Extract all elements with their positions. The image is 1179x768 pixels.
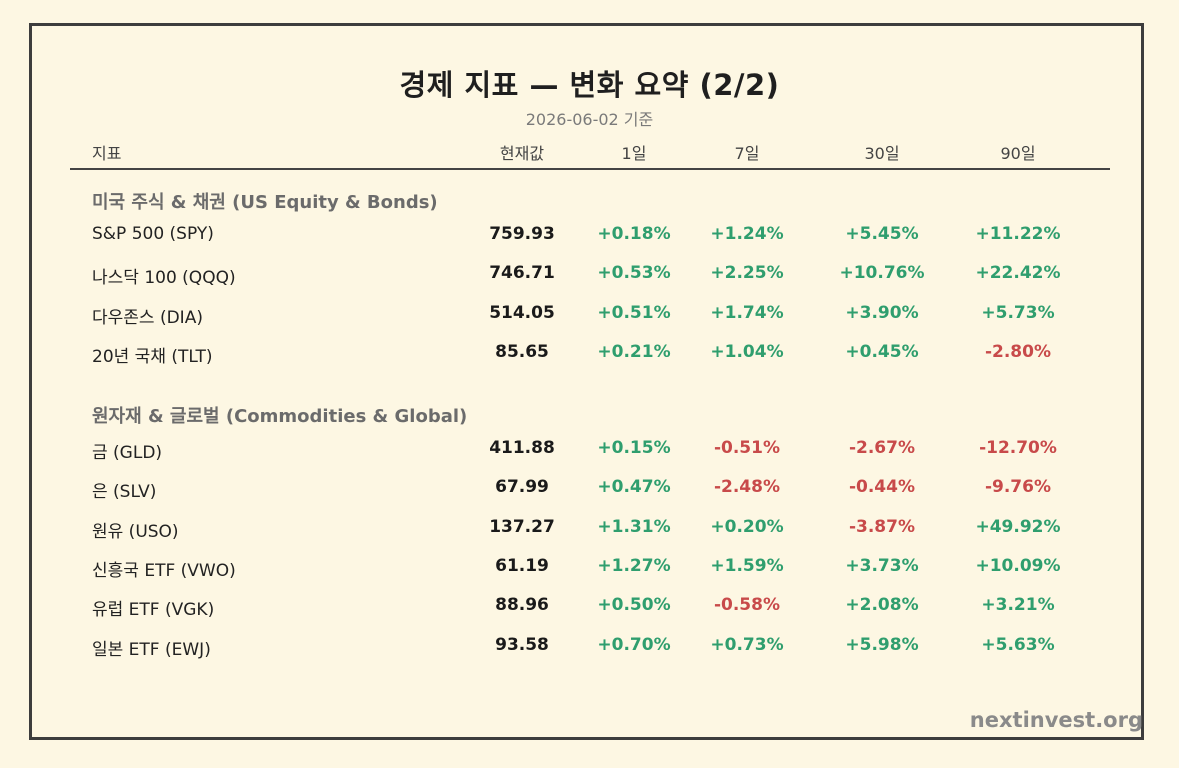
indicator-name: 유럽 ETF (VGK) (92, 600, 215, 621)
current-value: 61.19 (495, 555, 549, 576)
change-7d: +2.25% (710, 263, 784, 284)
change-30d: +2.08% (845, 595, 919, 616)
current-value: 411.88 (489, 438, 555, 458)
table-row: 일본 ETF (EWJ) 93.58 +0.70% +0.73% +5.98% +5.63… (0, 631, 1179, 661)
change-90d: +10.09% (975, 555, 1061, 576)
table-row: 신흥국 ETF (VWO) 61.19 +1.27% +1.59% +3.73% +10.… (0, 552, 1179, 582)
current-value: 137.27 (489, 516, 555, 537)
change-30d: -0.44% (848, 477, 916, 498)
change-1d: +0.47% (597, 477, 671, 498)
indicator-name: 다우존스 (DIA) (92, 307, 203, 328)
change-30d: +5.98% (845, 634, 919, 655)
indicator-name: 원유 (USO) (92, 521, 179, 542)
change-1d: +0.21% (597, 341, 671, 362)
page-title: 경제 지표 — 변화 요약 (2/2) (399, 68, 780, 102)
change-7d: +1.24% (710, 224, 784, 244)
current-value: 93.58 (495, 634, 549, 655)
current-value: 67.99 (495, 477, 549, 498)
indicator-name: 일본 ETF (EWJ) (92, 639, 211, 660)
change-90d: +5.73% (981, 302, 1055, 323)
change-7d: -0.51% (713, 438, 781, 458)
change-7d: +0.73% (710, 634, 784, 655)
change-1d: +1.31% (597, 516, 671, 537)
change-7d: +1.74% (710, 302, 784, 323)
change-1d: +0.18% (597, 224, 671, 244)
card-frame (29, 23, 1144, 740)
column-header-current: 현재값 (499, 144, 545, 163)
change-30d: +3.73% (845, 555, 919, 576)
page-subtitle: 2026-06-02 기준 (525, 110, 654, 129)
change-90d: +22.42% (975, 263, 1061, 284)
change-30d: -3.87% (848, 516, 916, 537)
indicator-name: 20년 국채 (TLT) (92, 346, 213, 367)
table-row: 금 (GLD) 411.88 +0.15% -0.51% -2.67% -12.70% (0, 434, 1179, 464)
table-row: 다우존스 (DIA) 514.05 +0.51% +1.74% +3.90% +5.73% (0, 299, 1179, 329)
indicator-name: S&P 500 (SPY) (92, 224, 214, 244)
change-7d: -0.58% (713, 595, 781, 616)
table-row: 나스닥 100 (QQQ) 746.71 +0.53% +2.25% +10.76% +2… (0, 259, 1179, 289)
indicator-name: 은 (SLV) (92, 482, 157, 503)
current-value: 746.71 (489, 263, 555, 284)
change-90d: +5.63% (981, 634, 1055, 655)
current-value: 85.65 (495, 341, 549, 362)
change-30d: +5.45% (845, 224, 919, 244)
change-7d: -2.48% (713, 477, 781, 498)
section-title: 미국 주식 & 채권 (US Equity & Bonds) (92, 192, 438, 213)
table-row: 은 (SLV) 67.99 +0.47% -2.48% -0.44% -9.76% (0, 473, 1179, 503)
change-30d: +3.90% (845, 302, 919, 323)
change-1d: +0.53% (597, 263, 671, 284)
change-1d: +0.15% (597, 438, 671, 458)
change-30d: +10.76% (839, 263, 925, 284)
indicator-name: 금 (GLD) (92, 443, 163, 463)
change-90d: -2.80% (984, 341, 1052, 362)
column-header-1d: 1일 (621, 144, 647, 163)
change-1d: +0.70% (597, 634, 671, 655)
change-1d: +0.51% (597, 302, 671, 323)
table-row: 원유 (USO) 137.27 +1.31% +0.20% -3.87% +49.92% (0, 513, 1179, 543)
table-row: 20년 국채 (TLT) 85.65 +0.21% +1.04% +0.45% -2.80… (0, 338, 1179, 368)
change-90d: +3.21% (981, 595, 1055, 616)
indicator-name: 나스닥 100 (QQQ) (92, 268, 236, 289)
table-row: 유럽 ETF (VGK) 88.96 +0.50% -0.58% +2.08% +3.21… (0, 591, 1179, 621)
change-90d: +49.92% (975, 516, 1061, 537)
column-header-30d: 30일 (864, 144, 900, 163)
change-7d: +1.04% (710, 341, 784, 362)
column-header-7d: 7일 (734, 144, 760, 163)
indicator-name: 신흥국 ETF (VWO) (92, 560, 236, 581)
column-header-90d: 90일 (1000, 144, 1036, 163)
site-watermark: nextinvest.org (969, 708, 1143, 732)
change-90d: -12.70% (979, 438, 1057, 458)
current-value: 88.96 (495, 595, 549, 616)
current-value: 759.93 (489, 224, 555, 244)
change-90d: -9.76% (984, 477, 1052, 498)
table-header: 지표 현재값 1일 7일 30일 90일 (70, 128, 1110, 170)
change-30d: +0.45% (845, 341, 919, 362)
change-7d: +1.59% (710, 555, 784, 576)
change-1d: +0.50% (597, 595, 671, 616)
column-header-indicator: 지표 (92, 144, 122, 163)
section-title: 원자재 & 글로벌 (Commodities & Global) (92, 406, 468, 427)
table-row: S&P 500 (SPY) 759.93 +0.18% +1.24% +5.45% +11… (0, 220, 1179, 250)
change-1d: +1.27% (597, 555, 671, 576)
change-7d: +0.20% (710, 516, 784, 537)
change-30d: -2.67% (848, 438, 916, 458)
change-90d: +11.22% (975, 224, 1061, 244)
current-value: 514.05 (489, 302, 555, 323)
